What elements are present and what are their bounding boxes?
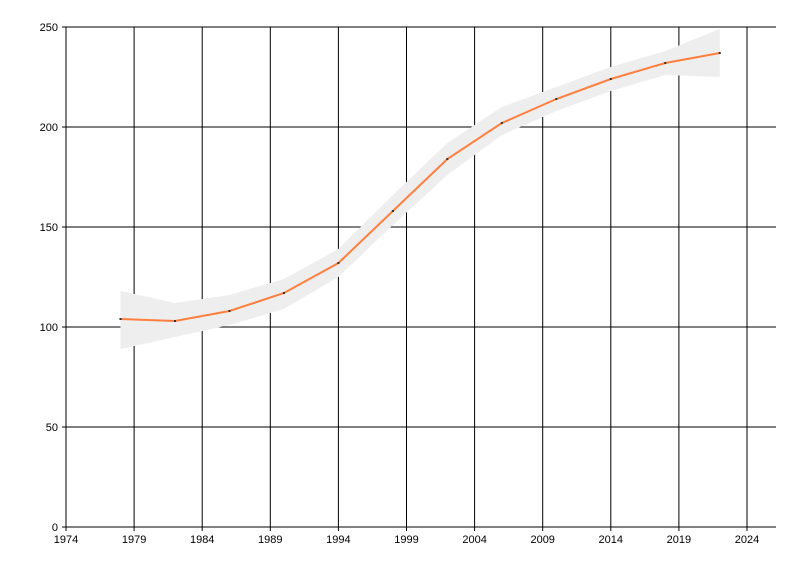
x-tick-label: 1974 [54,534,78,546]
x-tick-label: 2014 [599,534,623,546]
x-tick-label: 1989 [258,534,282,546]
data-point [228,310,231,312]
x-tick-label: 2004 [462,534,486,546]
data-point [718,52,721,54]
data-point [173,320,176,322]
y-tick-label: 50 [46,422,58,434]
data-point [337,262,340,264]
x-tick-label: 2024 [735,534,759,546]
x-tick-label: 2019 [667,534,691,546]
data-point [282,292,285,294]
x-tick-label: 1979 [122,534,146,546]
data-point [500,122,503,124]
y-tick-label: 150 [40,222,58,234]
y-tick-label: 250 [40,22,58,34]
y-tick-label: 100 [40,322,58,334]
band-area [120,29,720,349]
grid [66,26,776,527]
x-tick-label: 1984 [190,534,214,546]
y-tick-label: 200 [40,122,58,134]
confidence-band [120,29,720,349]
series-line [120,52,720,323]
data-point [119,318,122,320]
data-point [609,78,612,80]
axes: 1974 1979 1984 1989 1994 1999 2004 2009 2014 2019… [40,22,776,546]
data-point [446,158,449,160]
data-point [664,62,667,64]
data-point [391,210,394,212]
y-tick-label: 0 [52,522,58,534]
data-point [555,98,558,100]
x-tick-label: 2009 [530,534,554,546]
x-tick-label: 1999 [394,534,418,546]
series [119,52,721,323]
x-tick-label: 1994 [326,534,350,546]
